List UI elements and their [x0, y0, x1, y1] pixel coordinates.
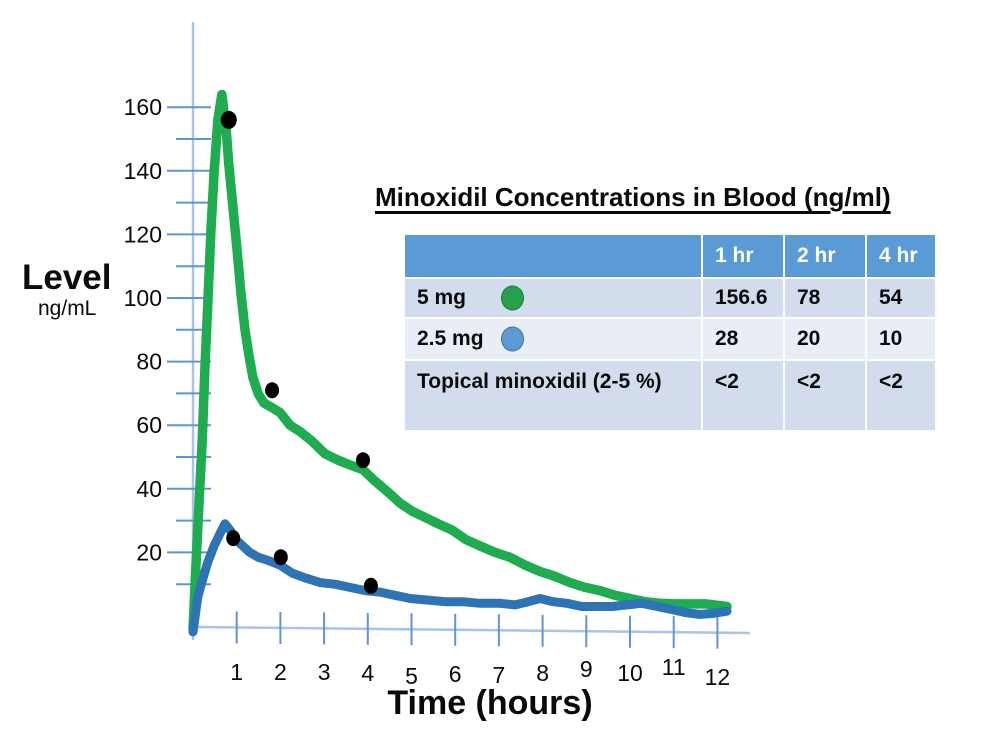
- cell-5mg-1hr: 156.6: [703, 279, 783, 317]
- svg-text:11: 11: [662, 654, 686, 680]
- svg-text:120: 120: [124, 221, 162, 247]
- cell-2-5mg-1hr: 28: [703, 319, 783, 359]
- cell-5mg-4hr: 54: [867, 279, 935, 317]
- header-cell-blank: [405, 235, 701, 277]
- data-dot: [226, 530, 241, 547]
- svg-text:80: 80: [136, 349, 162, 375]
- x-axis-line: [194, 625, 751, 635]
- svg-text:10: 10: [617, 660, 643, 686]
- table-title: Minoxidil Concentrations in Blood (ng/ml…: [375, 182, 891, 212]
- row-label-topical: Topical minoxidil (2-5 %): [405, 361, 701, 430]
- svg-text:5: 5: [405, 663, 418, 689]
- svg-text:140: 140: [124, 158, 162, 184]
- header-cell-1hr: 1 hr: [703, 235, 783, 277]
- data-dots: [220, 110, 378, 594]
- svg-text:100: 100: [124, 285, 162, 311]
- y-axis-title: Level: [22, 258, 112, 297]
- cell-2-5mg-2hr: 20: [785, 319, 865, 359]
- svg-text:12: 12: [705, 664, 731, 690]
- row-label-2-5mg: 2.5 mg: [405, 319, 701, 359]
- svg-text:20: 20: [136, 539, 162, 565]
- svg-text:160: 160: [124, 94, 162, 120]
- svg-text:60: 60: [136, 412, 162, 438]
- header-cell-2hr: 2 hr: [785, 235, 865, 277]
- x-axis-title: Time (hours): [387, 684, 593, 722]
- y-axis-units: ng/mL: [38, 297, 97, 320]
- svg-text:1: 1: [230, 659, 243, 685]
- x-ticks: 1 2 3 4 5 6 7 8 9 10 11 12: [230, 611, 730, 690]
- row-label-text: Topical minoxidil (2-5 %): [417, 370, 662, 393]
- data-dot: [363, 577, 378, 594]
- svg-text:7: 7: [493, 662, 506, 688]
- cell-2-5mg-4hr: 10: [867, 319, 935, 359]
- cell-5mg-2hr: 78: [785, 279, 865, 317]
- cell-topical-2hr: <2: [785, 361, 865, 430]
- svg-text:2: 2: [274, 659, 287, 685]
- green-series-marker-icon: [501, 285, 524, 311]
- header-cell-4hr: 4 hr: [867, 235, 935, 277]
- svg-text:40: 40: [136, 476, 162, 502]
- svg-text:8: 8: [536, 660, 549, 686]
- data-dot: [265, 382, 280, 399]
- svg-text:6: 6: [449, 661, 462, 687]
- concentration-table: 1 hr 2 hr 4 hr 5 mg 156.6 78 54 2.5 mg 2…: [405, 235, 935, 430]
- row-label-text: 2.5 mg: [417, 327, 484, 350]
- cell-topical-1hr: <2: [703, 361, 783, 430]
- data-dot: [220, 110, 237, 129]
- svg-text:3: 3: [318, 659, 331, 685]
- blue-series-marker-icon: [501, 326, 524, 352]
- svg-text:4: 4: [361, 660, 374, 686]
- data-dot: [356, 452, 370, 469]
- svg-text:9: 9: [580, 656, 593, 682]
- cell-topical-4hr: <2: [867, 361, 935, 430]
- data-dot: [273, 549, 288, 566]
- row-label-5mg: 5 mg: [405, 279, 701, 317]
- row-label-text: 5 mg: [417, 286, 467, 309]
- series-line-0: [188, 89, 732, 634]
